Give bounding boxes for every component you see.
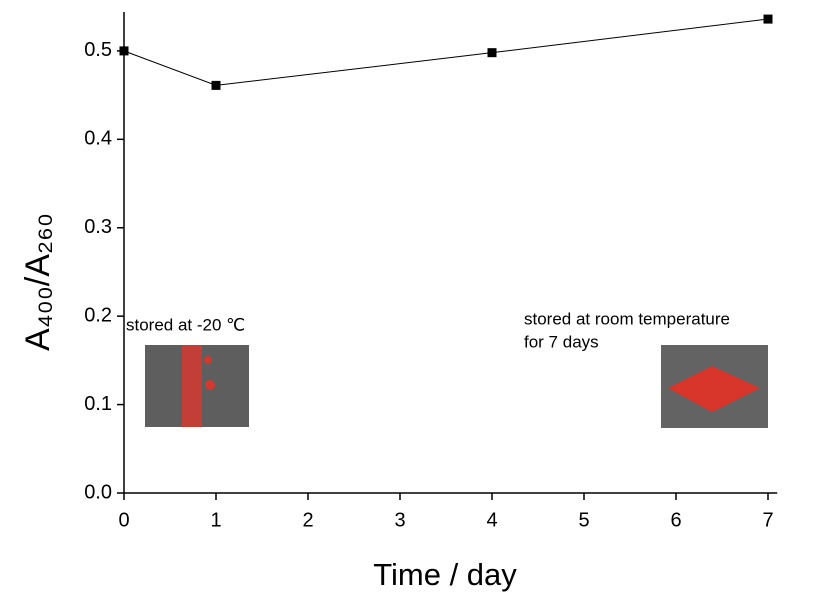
y-tick-label: 0.2 [84,304,112,326]
x-tick-label: 2 [302,509,313,531]
x-tick-label: 4 [486,509,497,531]
x-tick-label: 1 [210,509,221,531]
photo-room [661,345,768,428]
y-tick-label: 0.3 [84,216,112,238]
x-tick-label: 3 [394,509,405,531]
x-tick-label: 6 [670,509,681,531]
data-point [119,46,129,56]
x-tick-label: 5 [578,509,589,531]
y-tick-label: 0.5 [84,39,112,61]
data-point [487,48,497,58]
data-point [211,80,221,90]
annotation: stored at room temperature [524,309,730,328]
annotation: for 7 days [524,332,599,351]
data-line [123,18,769,86]
x-tick-label: 0 [118,509,129,531]
data-point [763,14,773,24]
y-axis-title: A₄₀₀/A₂₆₀ [19,213,57,351]
x-tick-label: 7 [762,509,773,531]
y-tick-label: 0.0 [84,481,112,503]
x-axis-title: Time / day [373,557,517,592]
y-tick-label: 0.4 [84,128,112,150]
y-tick-label: 0.1 [84,393,112,415]
photo-cold [145,345,249,427]
annotation: stored at -20 ℃ [126,315,245,334]
